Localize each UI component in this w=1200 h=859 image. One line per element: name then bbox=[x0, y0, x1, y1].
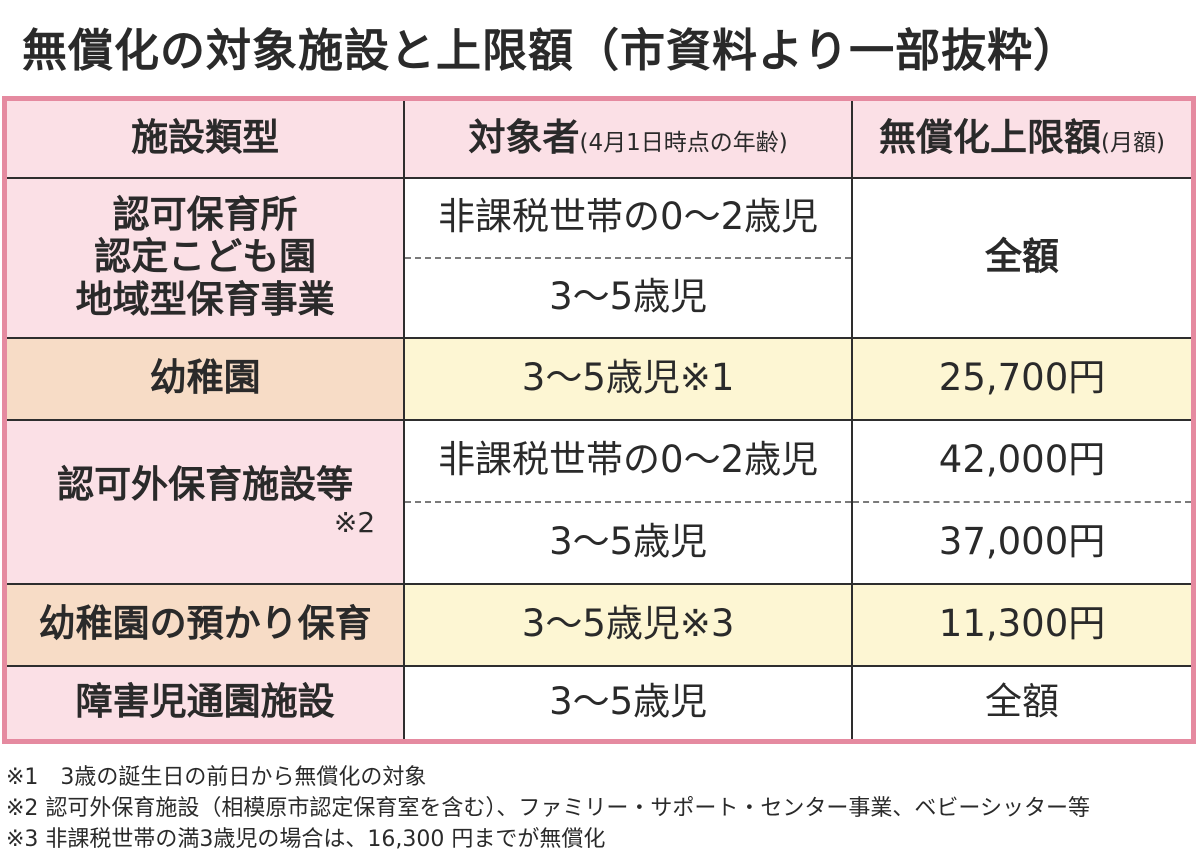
table-row: 幼稚園の預かり保育 3〜5歳児※3 11,300円 bbox=[3, 582, 1195, 667]
target-cell: 非課税世帯の0〜2歳児 bbox=[403, 418, 854, 503]
footnote: ※3 非課税世帯の満3歳児の場合は、16,300 円までが無償化 bbox=[6, 827, 606, 852]
header-limit-label: 無償化上限額 bbox=[879, 116, 1102, 160]
facility-type-kindergarten: 幼稚園 bbox=[3, 336, 406, 421]
facility-type-disability: 障害児通園施設 bbox=[3, 664, 406, 743]
amount-cell: 全額 bbox=[851, 664, 1195, 743]
table-row: 幼稚園 3〜5歳児※1 25,700円 bbox=[3, 336, 1195, 421]
footnote-ref: ※2 bbox=[333, 505, 376, 539]
page-title: 無償化の対象施設と上限額（市資料より一部抜粋） bbox=[22, 24, 1080, 77]
facility-type-line: 認定こども園 bbox=[94, 235, 317, 279]
facility-type-extended-care: 幼稚園の預かり保育 bbox=[3, 582, 406, 667]
table-row: 3〜5歳児 bbox=[5, 256, 1194, 339]
amount-cell: 37,000円 bbox=[851, 500, 1195, 585]
header-target-note: (4月1日時点の年齢) bbox=[579, 130, 788, 157]
amount-cell: 全額 bbox=[851, 176, 1195, 339]
amount-cell: 42,000円 bbox=[851, 418, 1195, 503]
table-row: 認可保育所 認定こども園 地域型保育事業 非課税世帯の0〜2歳児 全額 bbox=[3, 176, 1195, 339]
target-cell: 3〜5歳児※3 bbox=[403, 582, 854, 667]
facility-type-label: 認可外保育施設等 bbox=[57, 463, 354, 507]
table-row: 3〜5歳児 37,000円 bbox=[5, 500, 1195, 585]
facility-type-licensed: 認可保育所 認定こども園 地域型保育事業 bbox=[3, 176, 406, 339]
header-target: 対象者(4月1日時点の年齢) bbox=[403, 97, 854, 179]
header-limit: 無償化上限額(月額) bbox=[851, 97, 1195, 179]
header-limit-note: (月額) bbox=[1101, 130, 1165, 157]
facility-type-line: 認可保育所 bbox=[112, 192, 298, 236]
header-facility-type-label: 施設類型 bbox=[131, 116, 280, 160]
table-row: 障害児通園施設 3〜5歳児 全額 bbox=[3, 664, 1195, 743]
facility-limit-table: 施設類型 対象者(4月1日時点の年齢) 無償化上限額(月額) 認可保育所 認定こ… bbox=[2, 96, 1196, 744]
amount-cell: 25,700円 bbox=[851, 336, 1195, 421]
facility-type-unlicensed: 認可外保育施設等 ※2 bbox=[3, 418, 406, 585]
target-cell: 非課税世帯の0〜2歳児 bbox=[403, 176, 854, 259]
target-cell: 3〜5歳児 bbox=[403, 664, 854, 743]
amount-cell: 11,300円 bbox=[851, 582, 1195, 667]
target-cell: 3〜5歳児 bbox=[403, 500, 854, 585]
header-facility-type: 施設類型 bbox=[3, 97, 406, 179]
footnotes: ※1 3歳の誕生日の前日から無償化の対象 ※2 認可外保育施設（相模原市認定保育… bbox=[6, 762, 1196, 855]
table-row: 認可外保育施設等 ※2 非課税世帯の0〜2歳児 42,000円 bbox=[3, 418, 1195, 585]
target-cell: 3〜5歳児※1 bbox=[403, 336, 854, 421]
footnote: ※1 3歳の誕生日の前日から無償化の対象 bbox=[6, 765, 427, 790]
table-header-row: 施設類型 対象者(4月1日時点の年齢) 無償化上限額(月額) bbox=[3, 97, 1195, 179]
header-target-label: 対象者 bbox=[468, 116, 580, 160]
footnote: ※2 認可外保育施設（相模原市認定保育室を含む）、ファミリー・サポート・センター… bbox=[6, 796, 1090, 821]
facility-type-line: 地域型保育事業 bbox=[75, 277, 335, 321]
target-cell: 3〜5歳児 bbox=[403, 256, 854, 339]
